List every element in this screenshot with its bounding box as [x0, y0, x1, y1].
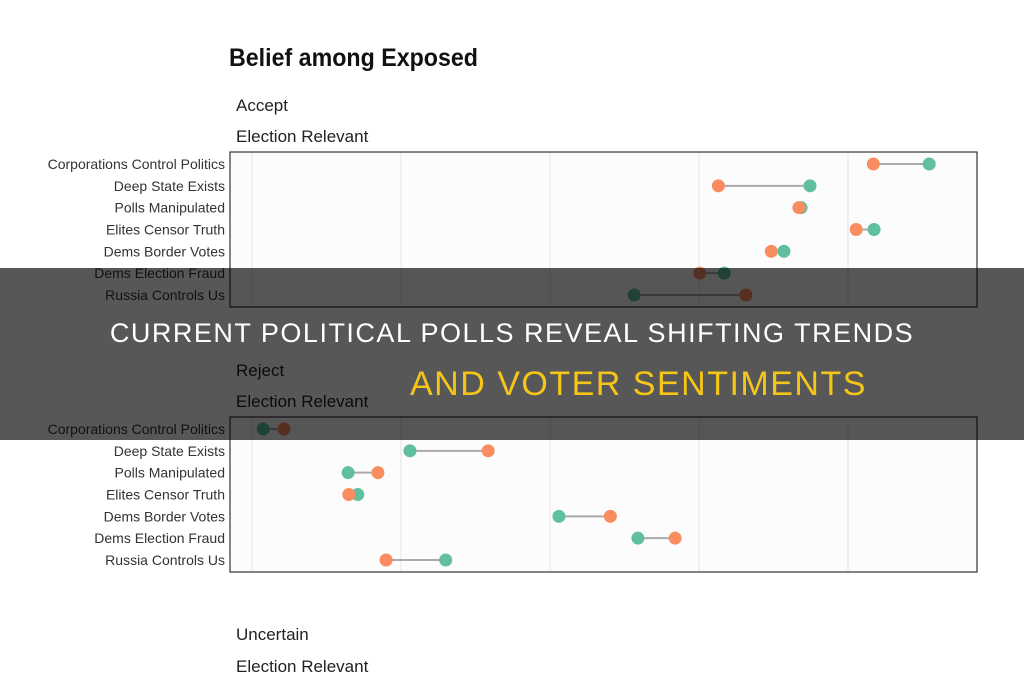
- category-label: Polls Manipulated: [114, 465, 225, 481]
- subfacet-label: Election Relevant: [236, 657, 369, 676]
- point-green: [552, 509, 566, 523]
- point-orange: [764, 244, 778, 258]
- point-green: [403, 444, 417, 458]
- point-orange: [866, 157, 880, 171]
- category-label: Polls Manipulated: [114, 200, 225, 216]
- point-orange: [603, 509, 617, 523]
- category-label: Dems Election Fraud: [94, 530, 225, 546]
- category-label: Dems Border Votes: [104, 243, 225, 259]
- category-label: Deep State Exists: [114, 443, 225, 459]
- point-orange: [379, 553, 393, 567]
- point-orange: [481, 444, 495, 458]
- overlay-title-line1: Current Political Polls Reveal Shifting …: [109, 318, 915, 348]
- category-label: Dems Border Votes: [104, 508, 225, 524]
- facet-label: Uncertain: [236, 625, 309, 644]
- point-green: [867, 223, 881, 236]
- category-label: Elites Censor Truth: [106, 487, 225, 503]
- point-green: [777, 244, 791, 258]
- overlay-title-line2: And Voter Sentiments: [410, 365, 867, 403]
- point-green: [803, 179, 817, 193]
- point-green: [922, 157, 936, 171]
- point-orange: [711, 179, 725, 193]
- point-orange: [668, 531, 682, 545]
- title-overlay-band: [0, 268, 1024, 440]
- category-label: Elites Censor Truth: [106, 222, 225, 238]
- point-green: [341, 466, 355, 480]
- point-orange: [792, 201, 806, 215]
- category-label: Corporations Control Politics: [48, 156, 225, 172]
- point-orange: [342, 488, 356, 501]
- point-orange: [849, 223, 863, 236]
- point-green: [351, 488, 365, 501]
- category-label: Deep State Exists: [114, 178, 225, 194]
- category-label: Russia Controls Us: [105, 552, 225, 568]
- facet-label: Accept: [236, 96, 288, 115]
- point-green: [631, 531, 645, 545]
- panel-frame: [229, 416, 978, 573]
- subfacet-label: Election Relevant: [236, 127, 369, 146]
- point-green: [439, 553, 453, 567]
- point-orange: [371, 466, 385, 480]
- chart-title: Belief among Exposed: [229, 44, 478, 72]
